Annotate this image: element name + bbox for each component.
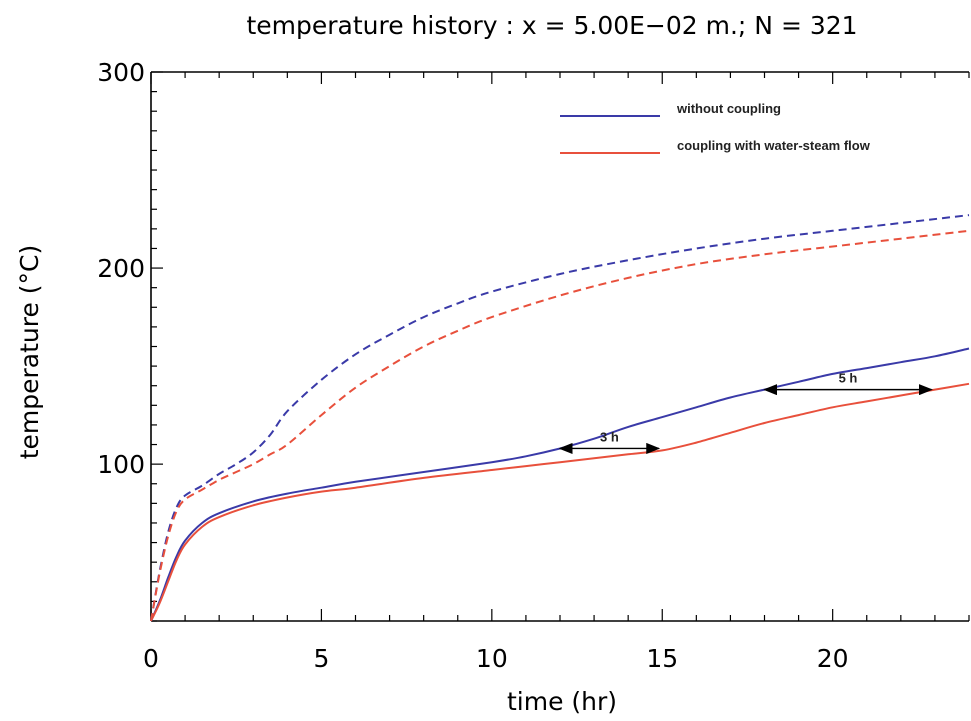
legend-label-1: coupling with water-steam flow [677, 138, 871, 153]
y-tick-label: 300 [97, 58, 145, 87]
legend-label-0: without coupling [676, 101, 781, 116]
y-axis-label: temperature (°C) [15, 245, 44, 460]
y-tick-label: 100 [97, 450, 145, 479]
x-tick-label: 20 [817, 644, 849, 673]
series-line-1 [150, 382, 970, 622]
y-tick-label: 200 [97, 254, 145, 283]
series-line-2 [150, 214, 970, 622]
x-tick-label: 0 [143, 644, 159, 673]
x-tick-label: 5 [313, 644, 329, 673]
annotation-label-1: 5 h [839, 371, 858, 386]
chart-title: temperature history : x = 5.00E−02 m.; N… [246, 11, 857, 40]
axes: 0 5 10 15 20 100 200 300 [97, 58, 970, 673]
x-tick-label: 10 [476, 644, 508, 673]
series-line-0 [150, 347, 970, 622]
x-tick-label: 15 [646, 644, 678, 673]
annotation-label-0: 3 h [600, 429, 619, 444]
series-group [150, 214, 970, 622]
annotations: 3 h 5 h [558, 371, 933, 455]
legend: without coupling coupling with water-stea… [560, 101, 871, 154]
series-line-3 [150, 229, 970, 622]
x-axis-label: time (hr) [507, 687, 617, 716]
